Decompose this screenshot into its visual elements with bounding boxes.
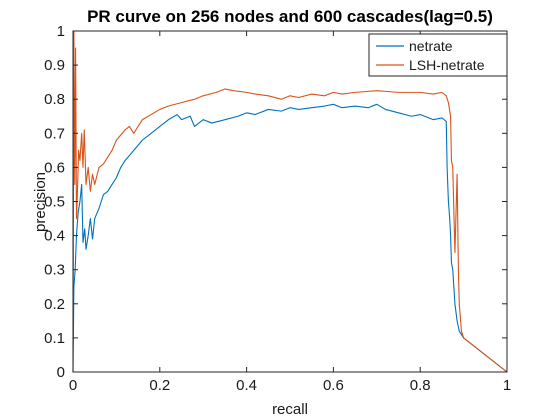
y-tick-label: 0.1 [44, 330, 65, 347]
legend-label-netrate: netrate [409, 38, 453, 54]
y-tick-label: 0 [57, 364, 65, 381]
y-tick-label: 0.9 [44, 57, 65, 74]
y-tick-label: 0.8 [44, 91, 65, 108]
y-tick-label: 0.7 [44, 125, 65, 142]
x-tick-label: 0.6 [323, 377, 344, 394]
chart-title: PR curve on 256 nodes and 600 cascades(l… [87, 7, 493, 26]
y-tick-label: 0.2 [44, 296, 65, 313]
x-tick-label: 1 [503, 377, 511, 394]
x-tick-label: 0 [69, 377, 77, 394]
x-axis-label: recall [272, 401, 308, 418]
x-tick-label: 0.8 [410, 377, 431, 394]
legend-label-lsh-netrate: LSH-netrate [409, 57, 485, 73]
y-tick-label: 0.3 [44, 262, 65, 279]
legend: netrate LSH-netrate [369, 34, 507, 76]
y-axis-label: precision [32, 172, 49, 232]
x-tick-label: 0.2 [149, 377, 170, 394]
y-tick-label: 1 [57, 23, 65, 40]
x-tick-label: 0.4 [236, 377, 257, 394]
